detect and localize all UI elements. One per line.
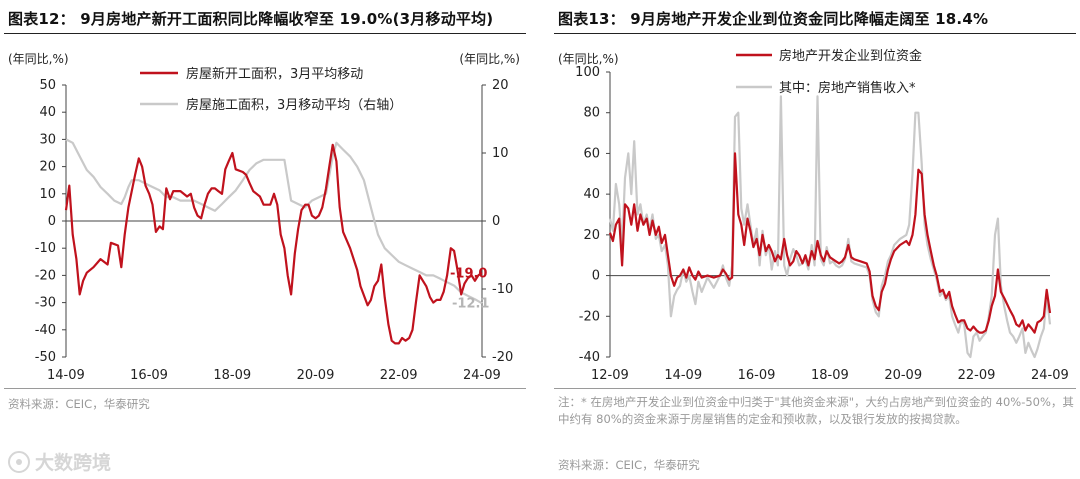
right-title-rule xyxy=(554,33,1076,34)
right-ytick-label: -20 xyxy=(579,309,600,324)
right-series-funds-line xyxy=(608,152,1052,334)
right-footer-rule xyxy=(554,388,1076,389)
left-ytick-label: -10 xyxy=(35,241,56,256)
left-series-construction-line xyxy=(65,138,483,305)
left-ytick-label: -20 xyxy=(35,268,56,283)
right-ytick-label: 40 xyxy=(583,187,600,202)
left-end-label-red: -19.0 xyxy=(450,267,487,282)
right-chart-panel: 图表13： 9月房地产开发企业到位资金同比降幅走阔至 18.4% (年同比,%)… xyxy=(550,0,1080,479)
left-end-label-grey: -12.1 xyxy=(452,296,489,311)
left-ytick-right-label: -10 xyxy=(492,282,513,297)
right-legend-label-red: 房地产开发企业到位资金 xyxy=(779,48,922,64)
left-xtick-label: 14-09 xyxy=(47,368,85,383)
left-xtick-label: 22-09 xyxy=(380,368,418,383)
right-ytick-label: 80 xyxy=(583,106,600,121)
left-chart-panel: 图表12： 9月房地产新开工面积同比降幅收窄至 19.0%(3月移动平均) (年… xyxy=(0,0,530,479)
left-ytick-label: 20 xyxy=(39,160,56,175)
left-ytick-label: -50 xyxy=(35,350,56,365)
left-ytick-right-label: 20 xyxy=(492,78,509,93)
left-ytick-label: 40 xyxy=(39,105,56,120)
left-ytick-label: 50 xyxy=(39,78,56,93)
left-ylabel-right: (年同比,%) xyxy=(459,52,520,66)
right-ytick-label: 100 xyxy=(575,65,600,80)
left-ytick-label: 30 xyxy=(39,132,56,147)
left-series-new-starts-line xyxy=(64,143,483,345)
right-xtick-label: 16-09 xyxy=(738,368,776,383)
left-ytick-label: -30 xyxy=(35,296,56,311)
right-xtick-label: 20-09 xyxy=(884,368,922,383)
left-source: 资料来源：CEIC，华泰研究 xyxy=(8,397,150,411)
watermark-logo-icon xyxy=(8,450,30,473)
watermark-text: 大数跨境 xyxy=(35,452,112,474)
left-chart-title: 图表12： 9月房地产新开工面积同比降幅收窄至 19.0%(3月移动平均) xyxy=(8,10,494,28)
right-series-sales-line xyxy=(608,95,1052,359)
left-xtick-label: 24-09 xyxy=(463,368,501,383)
left-title-rule xyxy=(4,33,526,34)
left-chart-svg: (年同比,%) (年同比,%) 50 40 30 20 10 0 -10 -20 -30 -40 -50… xyxy=(8,52,520,383)
left-legend-label-red: 房屋新开工面积，3月平均移动 xyxy=(186,66,363,82)
right-source: 资料来源：CEIC，华泰研究 xyxy=(558,458,700,472)
right-legend-label-grey: 其中：房地产销售收入* xyxy=(779,80,916,96)
right-xtick-label: 18-09 xyxy=(811,368,849,383)
left-ytick-right-label: 0 xyxy=(492,214,500,229)
left-ytick-label: -40 xyxy=(35,323,56,338)
left-xtick-label: 16-09 xyxy=(130,368,168,383)
right-xtick-label: 12-09 xyxy=(591,368,629,383)
left-xtick-label: 18-09 xyxy=(213,368,251,383)
left-ytick-right-label: 10 xyxy=(492,146,509,161)
right-chart-title: 图表13： 9月房地产开发企业到位资金同比降幅走阔至 18.4% xyxy=(558,10,989,28)
right-xtick-label: 24-09 xyxy=(1031,368,1069,383)
right-ytick-label: -40 xyxy=(579,350,600,365)
right-chart-svg: (年同比,%)100 80 60 40 20 0 -20 -40 12-09 14-09 16-09… xyxy=(558,48,1069,383)
right-ytick-label: 20 xyxy=(583,228,600,243)
left-ytick-label: 10 xyxy=(39,187,56,202)
left-ytick-right-label: -20 xyxy=(492,350,513,365)
right-xtick-label: 14-09 xyxy=(664,368,702,383)
right-ytick-label: 60 xyxy=(583,146,600,161)
left-ytick-label: 0 xyxy=(48,214,56,229)
left-footer-rule xyxy=(4,388,526,389)
right-xtick-label: 22-09 xyxy=(958,368,996,383)
right-ylabel: (年同比,%) xyxy=(558,52,619,66)
left-xtick-label: 20-09 xyxy=(297,368,335,383)
right-ytick-label: 0 xyxy=(592,269,600,284)
left-legend-label-grey: 房屋施工面积，3月移动平均（右轴） xyxy=(186,97,402,113)
right-note: 注：* 在房地产开发企业到位资金中归类于"其他资金来源"，大约占房地产到位资金的… xyxy=(558,395,1074,426)
watermark: 大数跨境 xyxy=(8,448,111,475)
left-ylabel-left: (年同比,%) xyxy=(8,52,69,66)
